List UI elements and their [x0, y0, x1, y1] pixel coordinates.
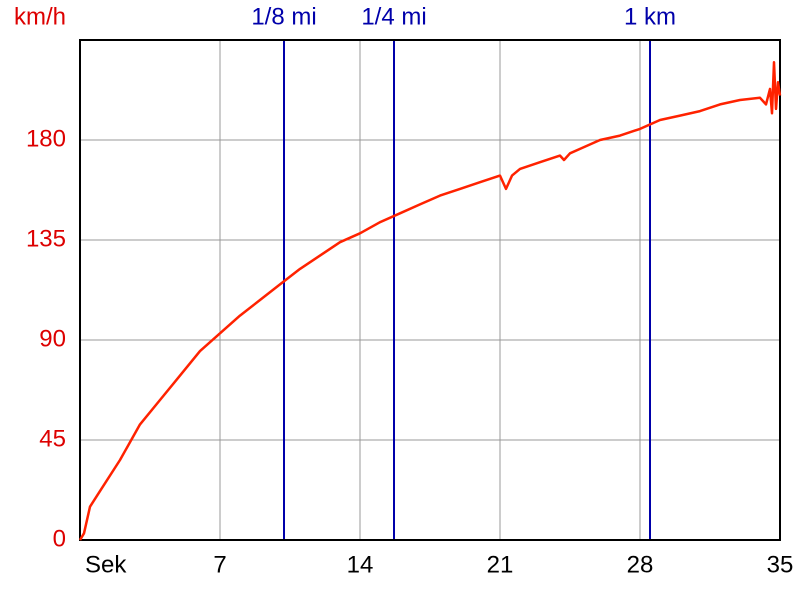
- y-axis-label: km/h: [14, 3, 66, 30]
- distance-marker-label: 1/4 mi: [361, 3, 426, 30]
- x-tick-label: Sek: [85, 551, 127, 578]
- distance-marker-label: 1 km: [624, 3, 676, 30]
- x-tick-label: 7: [213, 551, 226, 578]
- y-tick-label: 45: [39, 425, 66, 452]
- speed-line: [78, 60, 782, 541]
- x-tick-label: 35: [767, 551, 794, 578]
- y-tick-label: 0: [53, 525, 66, 552]
- y-tick-label: 90: [39, 325, 66, 352]
- distance-marker-label: 1/8 mi: [251, 3, 316, 30]
- y-tick-label: 180: [26, 125, 66, 152]
- plot-frame: [79, 39, 781, 541]
- x-tick-label: 21: [487, 551, 514, 578]
- y-tick-label: 135: [26, 225, 66, 252]
- x-tick-label: 14: [347, 551, 374, 578]
- x-tick-label: 28: [627, 551, 654, 578]
